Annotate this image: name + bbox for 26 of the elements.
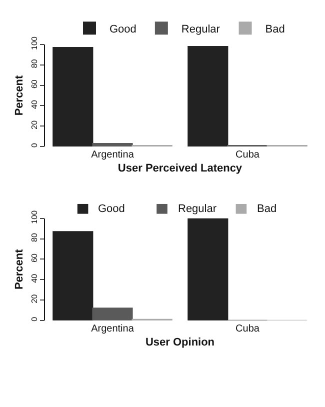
y-tick-label: 40 bbox=[30, 100, 39, 109]
x-tick-label: Cuba bbox=[236, 323, 260, 334]
x-axis-title: User Perceived Latency bbox=[118, 162, 243, 175]
y-tick-label: 80 bbox=[30, 232, 39, 242]
x-tick-label: Cuba bbox=[236, 150, 260, 161]
x-axis-title: User Opinion bbox=[145, 336, 215, 349]
legend-label: Regular bbox=[181, 23, 220, 36]
y-tick-label: 0 bbox=[30, 142, 39, 148]
x-tick-label: Argentina bbox=[91, 150, 134, 161]
y-axis-title: Percent bbox=[13, 248, 26, 290]
y-tick-label: 20 bbox=[30, 120, 39, 130]
y-tick-label: 60 bbox=[30, 79, 39, 89]
y-tick-label: 40 bbox=[30, 273, 39, 283]
legend-label: Good bbox=[110, 23, 136, 36]
y-tick-label: 0 bbox=[30, 316, 39, 322]
y-tick-label: 80 bbox=[30, 58, 39, 68]
legend-label: Regular bbox=[178, 203, 217, 215]
y-tick-label: 100 bbox=[30, 36, 39, 50]
y-tick-label: 60 bbox=[30, 252, 39, 262]
y-axis-title: Percent bbox=[13, 74, 26, 116]
y-tick-label: 20 bbox=[30, 294, 39, 304]
x-tick-label: Argentina bbox=[91, 323, 134, 334]
legend-label: Good bbox=[98, 203, 125, 215]
legend-label: Bad bbox=[265, 23, 285, 36]
legend-label: Bad bbox=[257, 203, 277, 215]
y-tick-label: 100 bbox=[30, 210, 39, 224]
